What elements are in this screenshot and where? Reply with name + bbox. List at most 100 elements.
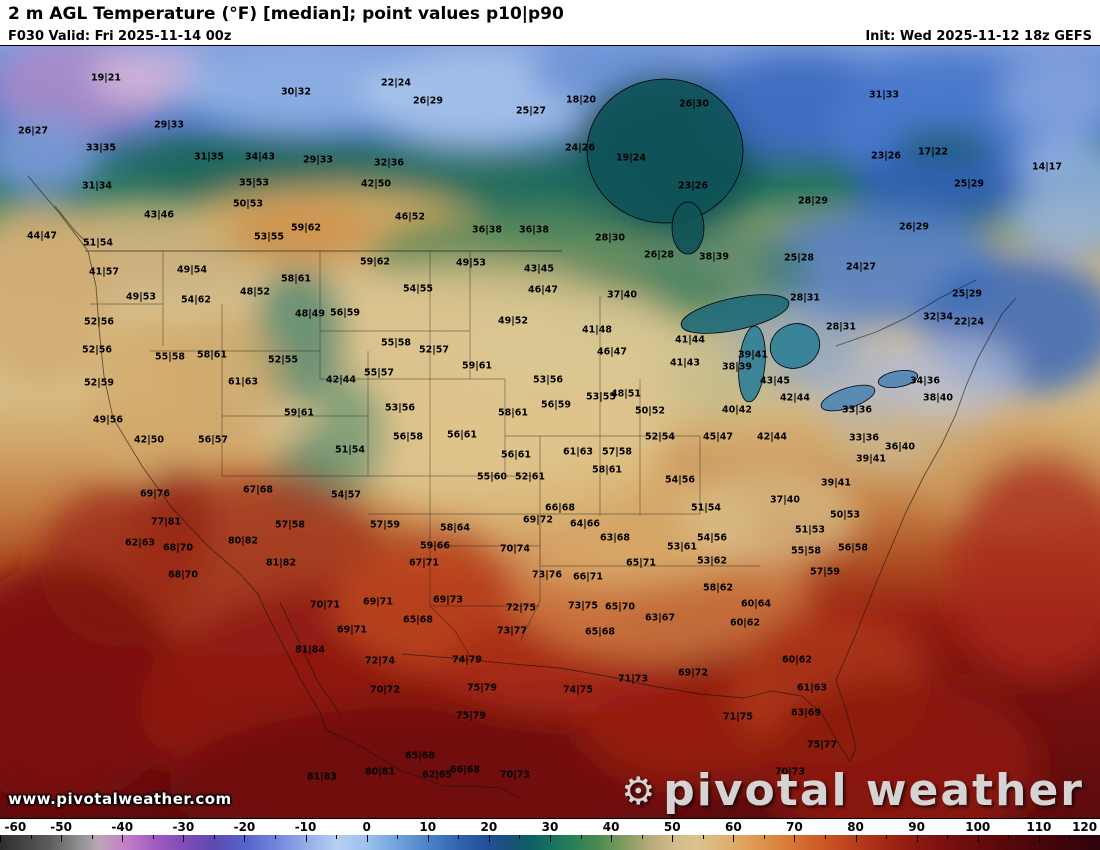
colorbar-tick-mark xyxy=(580,835,582,839)
great-lakes xyxy=(680,294,919,412)
point-value: 50|53 xyxy=(233,198,263,210)
colorbar-tick-mark xyxy=(152,835,154,839)
colorbar-tick-mark xyxy=(305,835,307,842)
point-value: 62|65 xyxy=(422,769,452,781)
point-value: 39|41 xyxy=(821,477,851,489)
colorbar-tick-label: 50 xyxy=(663,820,681,834)
point-value: 40|42 xyxy=(722,404,752,416)
colorbar-tick-mark xyxy=(947,835,949,839)
point-value: 36|40 xyxy=(885,441,915,453)
point-value: 48|51 xyxy=(611,388,641,400)
point-value: 37|40 xyxy=(607,289,637,301)
colorbar-tick-label: 20 xyxy=(480,820,498,834)
point-value: 80|82 xyxy=(228,535,258,547)
point-value: 59|62 xyxy=(291,222,321,234)
point-value: 33|36 xyxy=(842,404,872,416)
point-value: 80|81 xyxy=(365,766,395,778)
colorbar-tick-mark xyxy=(550,835,551,842)
point-value: 67|71 xyxy=(409,557,439,569)
point-value: 66|68 xyxy=(545,502,575,514)
colorbar-tick-mark xyxy=(397,835,399,839)
point-value: 64|66 xyxy=(570,518,600,530)
point-value: 26|29 xyxy=(899,221,929,233)
colorbar-tick-mark xyxy=(488,835,490,842)
colorbar-tick-mark xyxy=(702,835,704,839)
map-subtitle-bar: F030 Valid: Fri 2025-11-14 00z Init: Wed… xyxy=(0,27,1100,46)
point-value: 25|29 xyxy=(952,288,982,300)
point-value: 22|24 xyxy=(954,316,984,328)
point-value: 28|31 xyxy=(790,292,820,304)
init-time-label: Init: Wed 2025-11-12 18z GEFS xyxy=(865,28,1092,44)
point-value: 41|48 xyxy=(582,324,612,336)
lake-superior xyxy=(680,294,790,334)
point-value: 70|73 xyxy=(500,769,530,781)
point-value: 60|62 xyxy=(782,654,812,666)
point-value: 57|58 xyxy=(275,519,305,531)
colorbar-tick-label: 40 xyxy=(602,820,620,834)
colorbar-tick-label: 90 xyxy=(908,820,926,834)
point-value: 25|29 xyxy=(954,178,984,190)
point-value: 42|44 xyxy=(326,374,356,386)
point-value: 14|17 xyxy=(1032,161,1062,173)
point-value: 51|53 xyxy=(795,524,825,536)
point-value: 52|59 xyxy=(84,377,114,389)
point-value: 23|26 xyxy=(678,180,708,192)
colorbar-tick-label: 110 xyxy=(1026,820,1052,834)
pacific-coastline xyxy=(27,175,327,731)
point-value: 52|57 xyxy=(419,344,449,356)
point-value: 52|56 xyxy=(82,344,112,356)
point-value: 58|62 xyxy=(703,582,733,594)
point-value: 69|72 xyxy=(678,667,708,679)
point-value: 24|26 xyxy=(565,142,595,154)
point-value: 38|39 xyxy=(699,251,729,263)
point-value: 43|45 xyxy=(760,375,790,387)
brand-watermark: ⚙ pivotal weather xyxy=(621,769,1084,813)
point-value: 29|33 xyxy=(303,154,333,166)
point-value: 73|76 xyxy=(532,569,562,581)
point-value: 28|31 xyxy=(826,321,856,333)
point-value: 26|28 xyxy=(644,249,674,261)
colorbar-gradient xyxy=(0,835,1100,850)
point-value: 54|56 xyxy=(665,474,695,486)
point-value: 33|35 xyxy=(86,142,116,154)
point-value: 72|74 xyxy=(365,655,395,667)
point-value: 77|81 xyxy=(151,516,181,528)
point-value: 32|34 xyxy=(923,311,953,323)
point-value: 50|53 xyxy=(830,509,860,521)
lake-michigan xyxy=(738,325,766,403)
point-value: 59|66 xyxy=(420,540,450,552)
point-value: 53|55 xyxy=(586,391,616,403)
point-value: 61|63 xyxy=(797,682,827,694)
mexico-coastline xyxy=(325,729,521,799)
point-value: 42|50 xyxy=(134,434,164,446)
colorbar-tick-label: -20 xyxy=(233,820,256,834)
point-value: 54|56 xyxy=(697,532,727,544)
point-value: 51|54 xyxy=(83,237,113,249)
point-value: 54|55 xyxy=(403,283,433,295)
colorbar-tick-mark xyxy=(977,835,979,842)
gulf-of-california xyxy=(279,601,341,715)
vancouver-island xyxy=(54,205,91,247)
colorbar-tick-mark xyxy=(122,835,124,842)
point-value: 72|75 xyxy=(506,602,536,614)
colorbar-tick-mark xyxy=(794,835,796,842)
colorbar-tick-mark xyxy=(366,835,368,842)
colorbar-tick-mark xyxy=(733,835,735,842)
point-value: 51|54 xyxy=(335,444,365,456)
colorbar-tick-label: 30 xyxy=(541,820,559,834)
point-value: 25|28 xyxy=(784,252,814,264)
point-value: 68|70 xyxy=(168,569,198,581)
point-value: 45|47 xyxy=(703,431,733,443)
point-value: 59|61 xyxy=(284,407,314,419)
colorbar-tick-mark xyxy=(30,835,32,839)
point-value: 26|30 xyxy=(679,98,709,110)
colorbar-tick-mark xyxy=(672,835,674,842)
lake-erie xyxy=(820,384,876,412)
point-value: 81|83 xyxy=(307,771,337,783)
point-value: 33|36 xyxy=(849,432,879,444)
point-value: 63|68 xyxy=(600,532,630,544)
point-value: 70|74 xyxy=(500,543,530,555)
point-value: 53|62 xyxy=(697,555,727,567)
colorbar-tick-mark xyxy=(213,835,215,839)
point-value: 49|52 xyxy=(498,315,528,327)
